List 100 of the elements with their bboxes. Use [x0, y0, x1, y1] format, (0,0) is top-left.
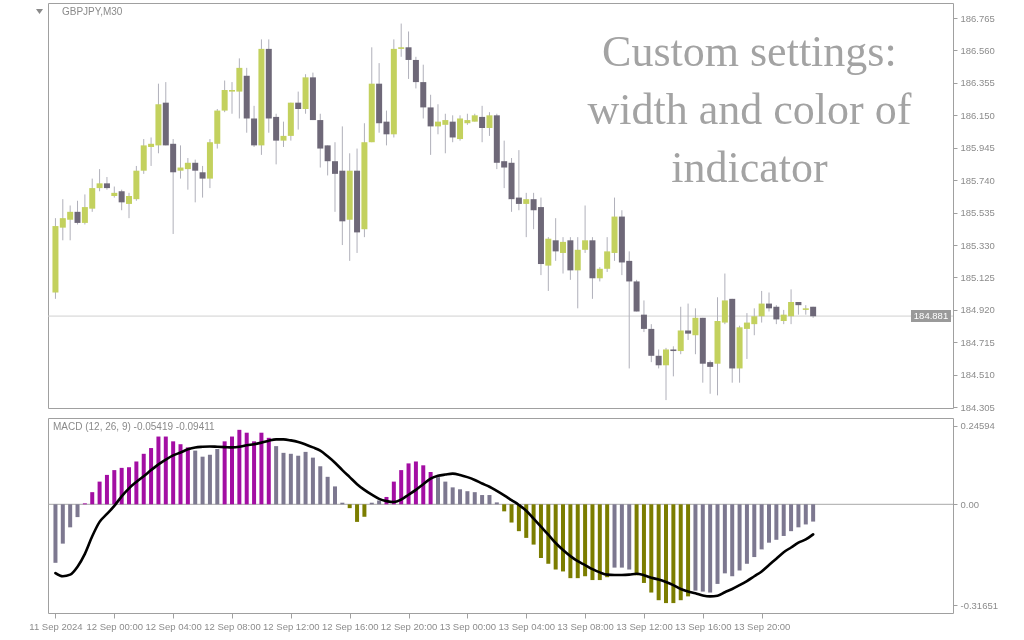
bar [605, 504, 610, 578]
bar [656, 504, 661, 601]
bar [487, 495, 492, 505]
x-tick-label: 12 Sep 20:00 [380, 620, 438, 632]
bar [288, 453, 293, 505]
bar [811, 504, 816, 522]
bar [428, 472, 433, 505]
y-tick-label: 184.715 [960, 336, 995, 348]
candlestick [405, 30, 412, 80]
bar [53, 504, 58, 563]
candlestick [574, 236, 581, 309]
bar [590, 504, 595, 581]
y-tick-label: 185.125 [960, 271, 995, 283]
candlestick [295, 91, 302, 131]
bar [90, 492, 95, 505]
bar [516, 504, 521, 532]
bar [318, 466, 323, 505]
bar [60, 504, 65, 544]
candlestick [640, 299, 647, 333]
y-tick-label: 185.535 [960, 207, 995, 219]
bar [715, 504, 720, 584]
bar [612, 504, 617, 568]
x-tick-label: 13 Sep 00:00 [439, 620, 497, 632]
bar [450, 487, 455, 505]
bar [480, 495, 485, 505]
bar [207, 454, 212, 505]
bar [796, 504, 801, 528]
bar [406, 463, 411, 505]
bar [222, 441, 227, 505]
bar [472, 492, 477, 505]
candlestick [280, 121, 287, 148]
bar [171, 441, 176, 505]
bar [789, 504, 794, 532]
x-tick-label: 13 Sep 20:00 [733, 620, 791, 632]
x-tick-label: 12 Sep 04:00 [145, 620, 202, 632]
candlestick [449, 114, 456, 143]
bar [693, 504, 698, 591]
bar [178, 444, 183, 505]
bar [803, 504, 808, 525]
chart-title: GBPJPY,M30 [62, 6, 123, 17]
candlestick [427, 94, 434, 156]
bar [97, 481, 102, 505]
bar [502, 504, 507, 512]
bar [759, 504, 764, 550]
bar [744, 504, 749, 564]
y-tick-label: 184.510 [960, 369, 995, 381]
bar [509, 504, 514, 523]
bar [465, 491, 470, 505]
bar [737, 504, 742, 571]
bar [112, 470, 117, 505]
candlestick [685, 303, 692, 341]
y-tick-label: 186.150 [960, 109, 995, 121]
candlestick [670, 345, 677, 377]
bar [700, 504, 705, 592]
x-tick-label: 12 Sep 08:00 [204, 620, 261, 632]
candlestick [479, 105, 486, 143]
bar [619, 504, 624, 568]
x-tick-label: 13 Sep 12:00 [616, 620, 673, 632]
x-tick-label: 12 Sep 00:00 [86, 620, 144, 632]
bar [141, 453, 146, 505]
bar [281, 452, 286, 505]
bar [546, 504, 551, 564]
candlestick [96, 168, 103, 192]
bar [561, 504, 566, 572]
candlestick [560, 236, 567, 275]
bar [237, 429, 242, 505]
bar [377, 500, 382, 505]
y-tick-label: -0.31651 [960, 599, 999, 611]
annotation: Custom settings: width and color of indicator [587, 27, 912, 192]
candlestick [199, 165, 206, 199]
bar [553, 504, 558, 570]
bar [266, 437, 271, 505]
y-tick-label: 0.24594 [960, 420, 995, 432]
bar [708, 504, 713, 593]
bar [362, 504, 367, 517]
y-tick-label: 184.305 [960, 401, 995, 413]
bar [421, 465, 426, 505]
bar [686, 504, 691, 597]
bar [767, 504, 771, 543]
bar [443, 481, 448, 505]
bar [649, 504, 654, 593]
bar [641, 504, 646, 583]
candlestick [398, 23, 405, 58]
bar [583, 504, 588, 577]
bar [413, 461, 418, 505]
bar [752, 504, 757, 558]
bar [244, 432, 249, 505]
candlestick [677, 306, 684, 355]
candlestick [655, 348, 662, 369]
bar [671, 504, 676, 604]
bar [230, 436, 234, 505]
candlestick [758, 290, 765, 324]
bar [627, 504, 632, 570]
x-tick-label: 11 Sep 2024 [29, 620, 83, 632]
bar [597, 504, 602, 581]
x-tick-label: 13 Sep 08:00 [557, 620, 614, 632]
bar [355, 504, 360, 522]
bar [303, 451, 308, 505]
bar [163, 436, 168, 505]
bar [722, 504, 727, 574]
